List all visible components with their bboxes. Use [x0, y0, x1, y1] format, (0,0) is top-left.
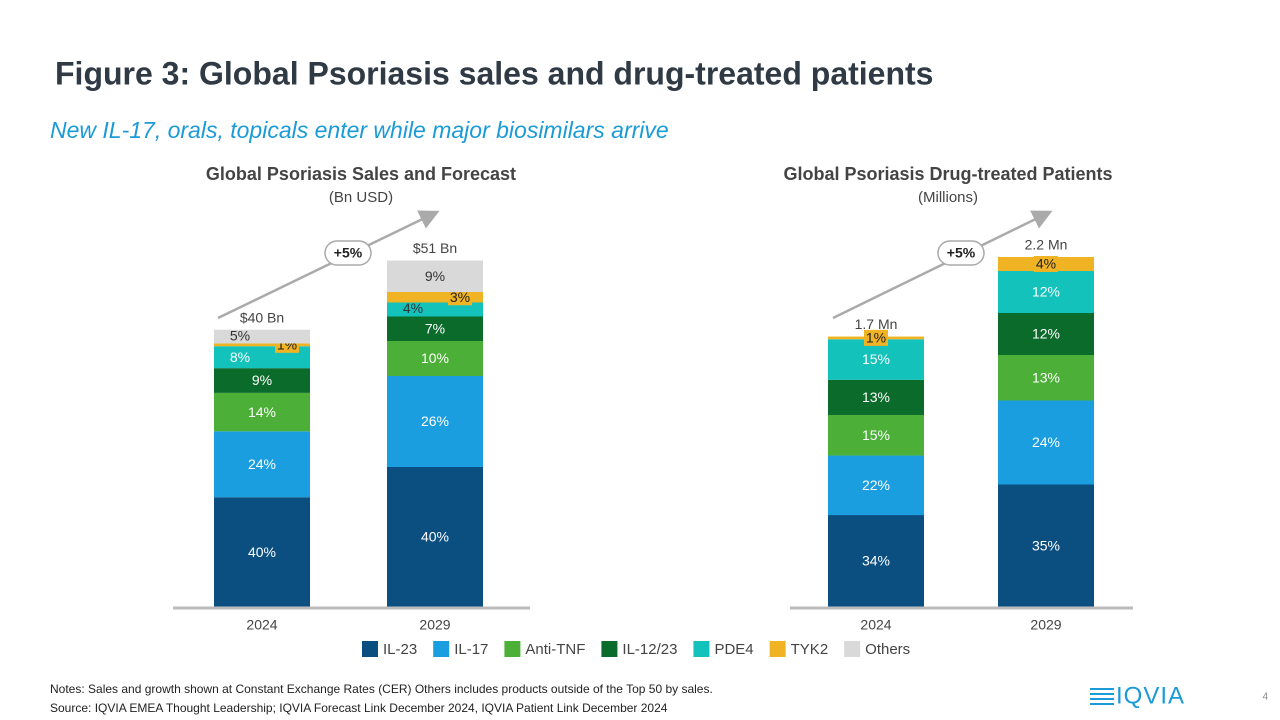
data-label: 13%	[1032, 369, 1060, 385]
bar-segment	[387, 467, 483, 607]
bar-segment	[998, 271, 1094, 313]
data-label: 24%	[248, 456, 276, 472]
bar-segment	[387, 260, 483, 292]
legend-label: Others	[865, 641, 910, 658]
legend-swatch	[693, 641, 710, 657]
data-label: 40%	[421, 529, 449, 545]
page-number: 4	[1262, 692, 1268, 703]
x-tick-label: 2024	[860, 617, 891, 633]
total-label: $40 Bn	[240, 309, 284, 325]
slide-subtitle: New IL-17, orals, topicals enter while m…	[50, 117, 669, 143]
logo: IQVIA	[1090, 682, 1185, 709]
data-label: 9%	[252, 372, 272, 388]
label-box	[1034, 256, 1058, 272]
data-label: 35%	[1032, 537, 1060, 553]
legend-swatch	[601, 641, 618, 657]
legend-label: IL-23	[383, 641, 417, 658]
bar-segment	[387, 292, 483, 303]
data-label: 12%	[1032, 284, 1060, 300]
bar-segment	[214, 431, 310, 498]
bar-segment	[214, 368, 310, 393]
data-label: 3%	[450, 289, 470, 305]
data-label: 4%	[403, 300, 423, 316]
bar-segment	[998, 484, 1094, 607]
legend-label: TYK2	[791, 641, 829, 658]
source: Source: IQVIA EMEA Thought Leadership; I…	[50, 701, 668, 715]
bar-segment	[387, 316, 483, 341]
legend-swatch	[433, 641, 450, 657]
bar-segment	[828, 515, 924, 607]
data-label: 5%	[230, 327, 250, 343]
label-box	[448, 289, 472, 306]
bar-segment	[828, 414, 924, 456]
data-label: 1%	[866, 330, 886, 346]
total-label: $51 Bn	[413, 240, 457, 256]
notes: Notes: Sales and growth shown at Constan…	[50, 682, 713, 696]
data-label: 13%	[862, 389, 890, 405]
data-label: 8%	[230, 349, 250, 365]
legend-swatch	[362, 641, 378, 657]
growth-arrow	[832, 210, 1053, 320]
total-label: 2.2 Mn	[1025, 237, 1068, 253]
data-label: 26%	[421, 413, 449, 429]
label-box	[864, 329, 888, 346]
growth-pill	[937, 240, 985, 266]
data-label: 10%	[421, 350, 449, 366]
data-label: 22%	[862, 477, 890, 493]
bar-segment	[828, 455, 924, 516]
data-label: 12%	[1032, 326, 1060, 342]
bar-segment	[214, 497, 310, 607]
legend-swatch	[844, 641, 861, 657]
x-tick-label: 2029	[419, 617, 450, 633]
data-label: 40%	[248, 544, 276, 560]
bar-segment	[214, 329, 310, 344]
bar-segment	[828, 339, 924, 380]
bar-segment	[998, 355, 1094, 401]
bar-segment	[998, 400, 1094, 485]
growth-pill	[324, 240, 372, 266]
bar-segment	[387, 376, 483, 467]
legend-label: Anti-TNF	[525, 641, 585, 658]
data-label: 7%	[425, 320, 445, 336]
growth-arrow	[217, 210, 440, 320]
chart-subtitle: (Millions)	[918, 189, 978, 206]
legend-label: PDE4	[714, 641, 753, 658]
bar-segment	[214, 343, 310, 347]
data-label: 4%	[1036, 256, 1056, 272]
growth-label: +5%	[334, 245, 363, 261]
data-label: 15%	[862, 351, 890, 367]
data-label: 9%	[425, 268, 445, 284]
total-label: 1.7 Mn	[855, 316, 898, 332]
slide-title: Figure 3: Global Psoriasis sales and dru…	[55, 55, 933, 91]
logo-text: IQVIA	[1116, 682, 1185, 709]
legend-swatch	[769, 641, 786, 657]
x-tick-label: 2029	[1030, 617, 1061, 633]
bar-segment	[387, 302, 483, 317]
bar-segment	[214, 392, 310, 432]
legend-label: IL-12/23	[622, 641, 677, 658]
legend-swatch	[504, 641, 521, 657]
growth-label: +5%	[947, 245, 976, 261]
data-label: 15%	[862, 427, 890, 443]
data-label: 24%	[1032, 434, 1060, 450]
bar-segment	[998, 313, 1094, 355]
chart-subtitle: (Bn USD)	[329, 189, 393, 206]
x-tick-label: 2024	[246, 617, 277, 633]
chart-title: Global Psoriasis Drug-treated Patients	[783, 164, 1112, 184]
bar-segment	[828, 379, 924, 415]
bar-segment	[387, 341, 483, 376]
legend-label: IL-17	[454, 641, 488, 658]
chart-title: Global Psoriasis Sales and Forecast	[206, 164, 516, 184]
data-label: 34%	[862, 553, 890, 569]
data-label: 14%	[248, 404, 276, 420]
